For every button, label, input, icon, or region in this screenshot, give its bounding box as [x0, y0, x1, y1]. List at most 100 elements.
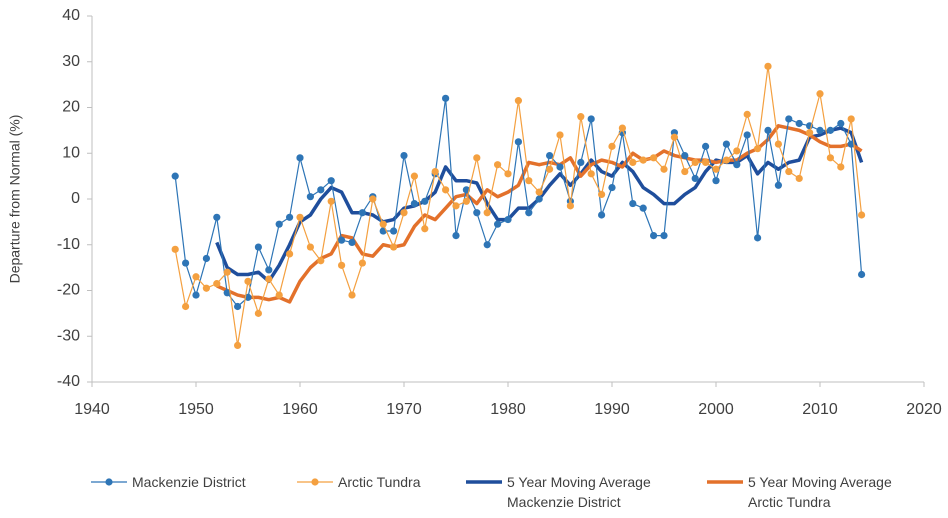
data-point — [660, 165, 668, 173]
data-point — [202, 284, 210, 292]
data-point — [442, 186, 450, 194]
data-point — [254, 309, 262, 317]
data-point — [473, 154, 481, 162]
data-point — [317, 257, 325, 265]
legend-item: 5 Year Moving Average Arctic Tundra — [706, 472, 926, 512]
data-point — [743, 110, 751, 118]
data-point — [826, 154, 835, 162]
data-point — [421, 225, 429, 233]
legend-swatch — [707, 480, 743, 484]
series-line — [174, 65, 863, 346]
data-point — [504, 215, 512, 224]
legend-item: Arctic Tundra — [296, 472, 420, 492]
data-point — [754, 145, 762, 153]
data-point — [192, 291, 200, 299]
data-point — [837, 119, 845, 128]
data-point — [494, 220, 502, 228]
legend-item: 5 Year Moving Average Mackenzie District — [465, 472, 685, 512]
data-point — [806, 129, 814, 137]
data-point — [546, 165, 554, 173]
data-point — [234, 341, 242, 349]
x-tick-label: 2010 — [802, 401, 838, 418]
data-point — [618, 124, 627, 132]
moving-average-line — [215, 126, 864, 284]
data-point — [733, 161, 741, 169]
y-tick-label: -30 — [57, 327, 80, 344]
data-point — [348, 238, 356, 247]
data-point — [608, 142, 616, 150]
data-point — [816, 90, 824, 98]
data-point — [577, 113, 585, 121]
data-point — [213, 213, 221, 221]
data-point — [452, 232, 460, 240]
legend-label: 5 Year Moving Average Mackenzie District — [507, 474, 651, 510]
data-point — [660, 232, 668, 240]
y-tick-label: 10 — [62, 144, 80, 161]
data-point — [254, 243, 262, 251]
data-point — [234, 302, 242, 311]
data-point — [410, 172, 418, 180]
data-point — [764, 126, 772, 134]
data-point — [514, 97, 523, 105]
data-point — [722, 140, 731, 148]
data-point — [400, 151, 408, 160]
moving-average-line — [216, 124, 863, 304]
series-line — [174, 97, 863, 308]
data-point — [265, 266, 273, 274]
y-tick-label: 20 — [62, 99, 80, 116]
data-point — [192, 273, 200, 281]
data-point — [566, 202, 575, 210]
data-point — [535, 195, 543, 203]
data-point — [525, 177, 533, 185]
data-point — [338, 236, 346, 244]
data-point — [171, 245, 179, 253]
data-point — [296, 154, 304, 162]
data-point — [681, 167, 689, 176]
data-point — [712, 165, 720, 173]
data-point — [317, 186, 325, 194]
data-point — [525, 209, 533, 217]
y-tick-label: -10 — [57, 236, 80, 253]
data-point — [702, 142, 710, 150]
data-point — [858, 211, 866, 219]
data-point — [452, 202, 460, 210]
data-point — [504, 170, 512, 178]
legend-marker — [105, 478, 113, 486]
y-tick-label: -20 — [57, 282, 80, 299]
data-point — [650, 232, 658, 240]
x-tick-label: 1970 — [386, 401, 422, 418]
data-point — [743, 131, 751, 139]
data-point — [348, 291, 356, 299]
data-point — [754, 234, 762, 242]
y-axis-label: Departure from Normal (%) — [7, 115, 23, 284]
data-point — [826, 126, 835, 134]
data-point — [442, 94, 450, 102]
x-tick-label: 2000 — [698, 401, 734, 418]
chart: Departure from Normal (%) -40 -30 -20 -10 0 1… — [7, 7, 942, 418]
data-point — [483, 209, 491, 217]
data-point — [275, 291, 283, 299]
data-point — [556, 131, 564, 139]
legend-swatch — [297, 478, 333, 486]
data-point — [358, 209, 366, 217]
legend-label: Mackenzie District — [132, 474, 246, 490]
data-point — [629, 199, 637, 208]
data-point — [369, 195, 377, 203]
data-point — [306, 193, 314, 201]
data-point — [213, 280, 221, 288]
data-point — [629, 158, 637, 166]
data-point — [639, 156, 647, 164]
y-tick-label: -40 — [57, 373, 80, 390]
data-point — [795, 174, 803, 183]
legend-swatch — [466, 480, 502, 484]
data-point — [816, 126, 824, 134]
data-point — [202, 254, 210, 263]
data-point — [379, 220, 387, 228]
data-point — [494, 161, 502, 169]
data-point — [764, 62, 772, 70]
x-tick-label: 1990 — [594, 401, 630, 418]
data-point — [400, 209, 408, 217]
data-point — [702, 158, 710, 166]
data-point — [390, 227, 398, 235]
